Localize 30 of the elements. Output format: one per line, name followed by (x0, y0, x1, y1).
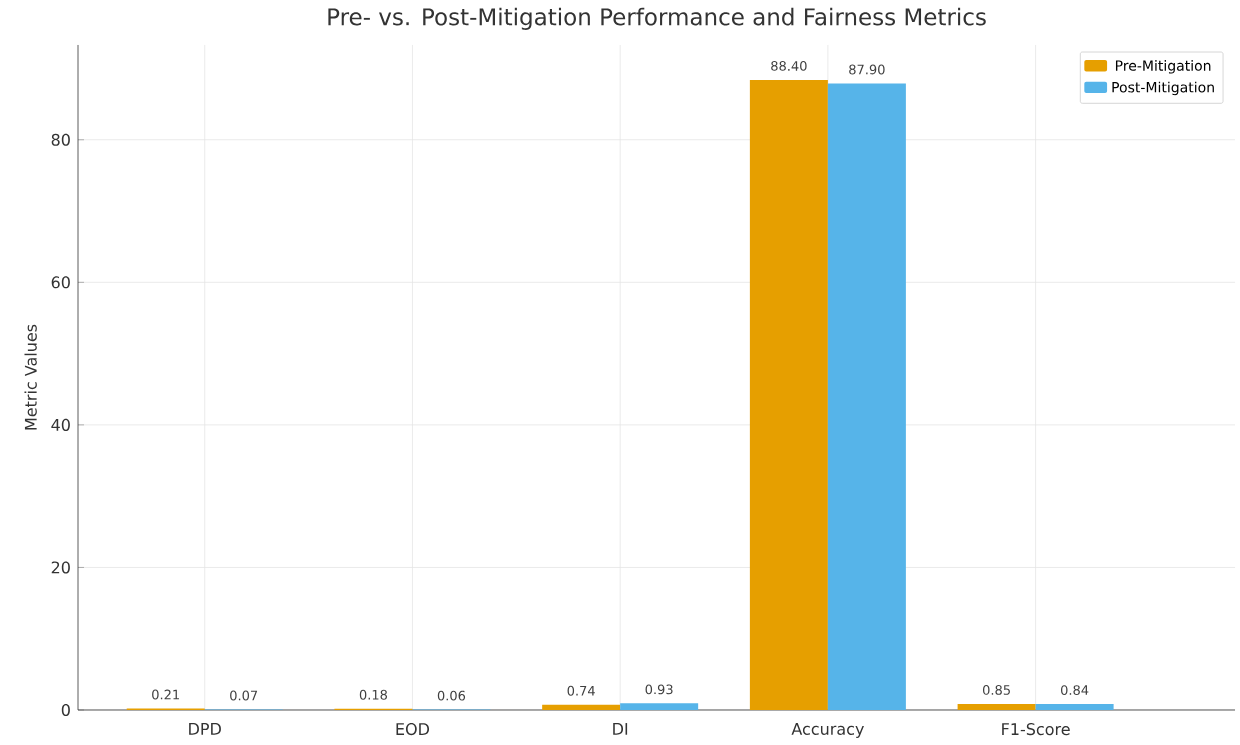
x-tick-label: Accuracy (791, 723, 864, 739)
data-label: 0.84 (1060, 685, 1089, 696)
chart-title: Pre- vs. Post-Mitigation Performance and Fairness Metrics (328, 7, 986, 31)
data-label: 0.85 (982, 685, 1010, 696)
legend-label: Post-Mitigation (1112, 81, 1214, 96)
data-label: 0.18 (359, 689, 388, 700)
x-tick-label: DI (613, 723, 628, 735)
bar (620, 703, 699, 711)
bar (827, 83, 906, 711)
data-label: 0.21 (152, 689, 179, 700)
y-tick-label: 20 (51, 561, 70, 574)
data-label: 0.07 (230, 690, 258, 701)
y-tick-label: 40 (51, 418, 70, 432)
y-tick-label: 0 (61, 704, 70, 717)
x-tick-label: DPD (189, 723, 221, 735)
x-tick-label: EOD (396, 723, 430, 736)
data-label: 0.06 (437, 690, 466, 701)
data-label: 0.74 (567, 685, 595, 696)
bar (749, 80, 828, 711)
y-axis-title: Metric Values (24, 324, 37, 430)
data-label: 87.90 (849, 64, 885, 75)
x-tick-label: F1-Score (1002, 723, 1070, 736)
bar (1035, 704, 1114, 711)
data-label: 88.40 (771, 61, 807, 71)
legend-label: Pre-Mitigation (1115, 60, 1211, 74)
bar (542, 704, 621, 711)
bar (957, 704, 1036, 711)
y-tick-label: 80 (51, 133, 70, 146)
data-label: 0.93 (645, 684, 673, 695)
y-tick-label: 60 (51, 276, 70, 289)
